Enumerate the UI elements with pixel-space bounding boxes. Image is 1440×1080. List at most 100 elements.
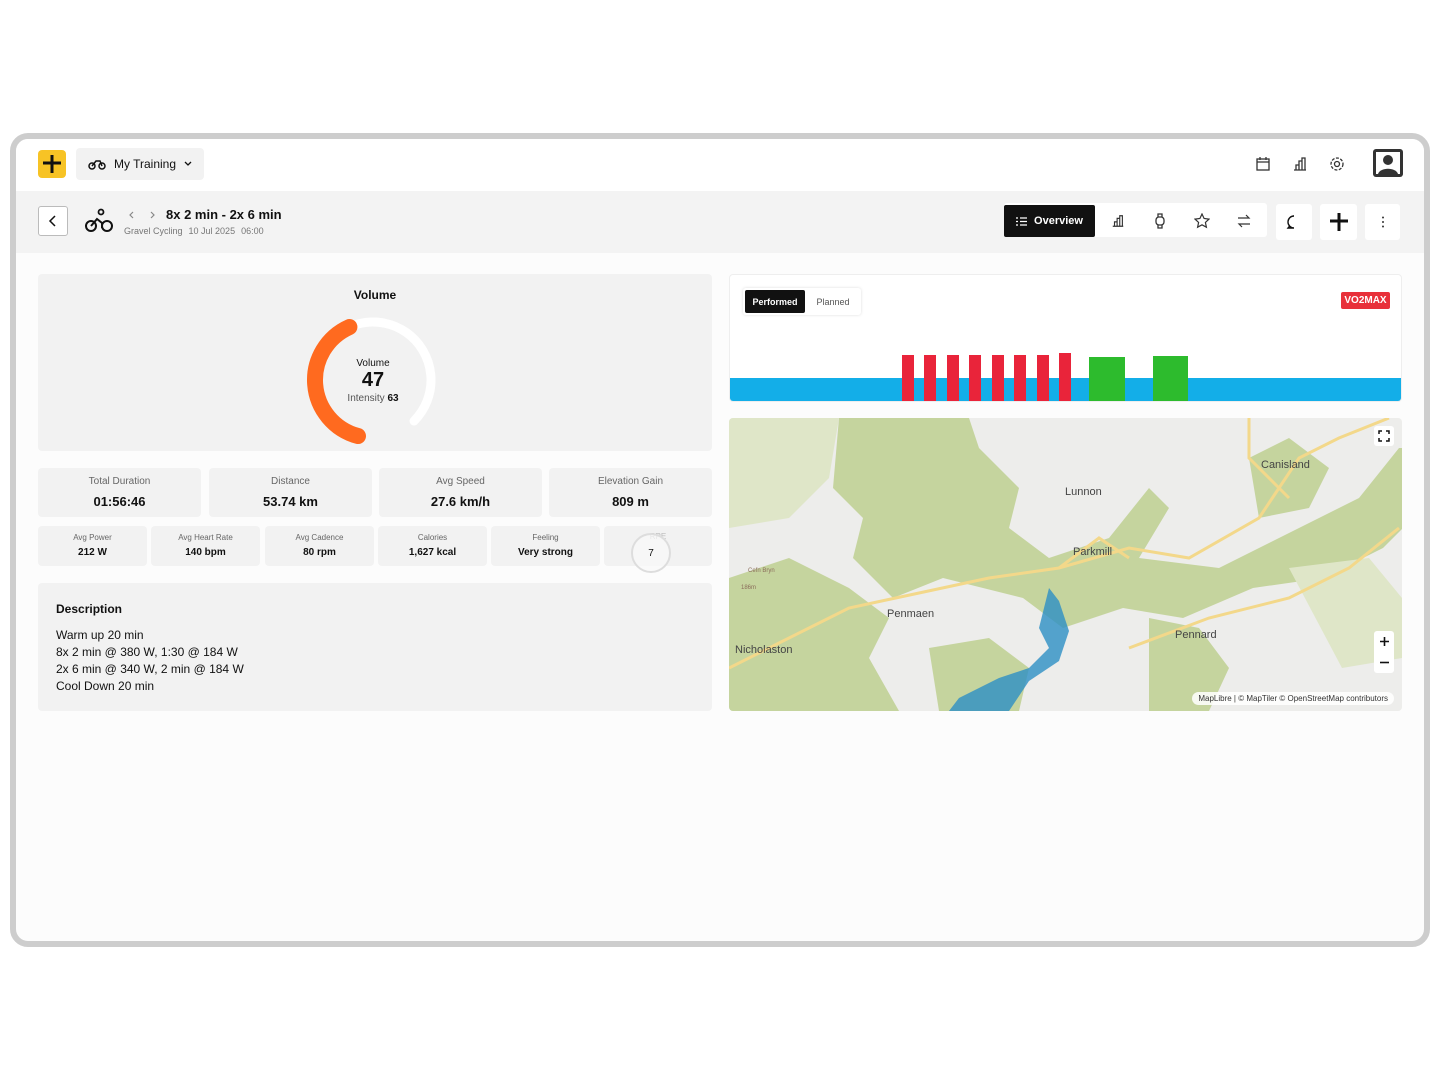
metric-value: 80 rpm (303, 547, 336, 558)
gauge-label: Volume (356, 358, 390, 369)
card-title: Volume (353, 288, 397, 302)
place-label: Cefn Bryn (748, 568, 775, 574)
place-label: Parkmill (1073, 546, 1113, 558)
settings-icon[interactable] (1329, 156, 1345, 172)
zoom-in[interactable] (1374, 631, 1394, 652)
zoom-controls (1374, 631, 1394, 673)
top-bar: My Training (16, 139, 1424, 191)
river (949, 588, 1069, 711)
training-menu[interactable]: My Training (76, 148, 204, 180)
fullscreen-icon (1378, 430, 1390, 442)
sport-icon (85, 208, 113, 232)
rpe-card: RPE7 (604, 526, 712, 573)
interval-bars (902, 353, 1071, 401)
metric-value: 53.74 km (263, 494, 318, 509)
performed-toggle[interactable]: Performed (745, 290, 805, 313)
rpe-value: 7 (648, 547, 654, 559)
tab-group: Overview (1004, 203, 1267, 237)
route-map[interactable]: Canisland Lunnon Parkmill Penmaen Pennard Nic… (729, 418, 1402, 711)
metric-value: 212 W (78, 547, 107, 558)
prev-activity[interactable] (128, 211, 136, 219)
device-tab[interactable] (1153, 213, 1167, 229)
minus-icon (1379, 661, 1389, 664)
logo-icon (43, 155, 61, 173)
sport: Gravel Cycling (124, 226, 183, 236)
description-body: Warm up 20 min 8x 2 min @ 380 W, 1:30 @ 1… (56, 627, 244, 695)
description-title: Description (56, 602, 123, 616)
stats-icon[interactable] (1292, 156, 1308, 172)
add-button[interactable] (1320, 204, 1357, 240)
place-label: Nicholaston (735, 644, 793, 656)
metric-value: 809 m (612, 494, 649, 509)
calendar-icon[interactable] (1255, 156, 1271, 172)
overview-tab[interactable]: Overview (1004, 205, 1095, 237)
volume-gauge (307, 317, 436, 445)
metric-label: Feeling (532, 533, 559, 542)
view-toggle: Performed Planned (743, 288, 861, 315)
comment-icon (1286, 215, 1295, 229)
place-label: Canisland (1261, 459, 1310, 471)
metric-label: Elevation Gain (597, 476, 664, 487)
description-line: 8x 2 min @ 380 W, 1:30 @ 184 W (56, 645, 238, 659)
metric-label: Avg Cadence (295, 533, 344, 542)
bike-icon (88, 160, 106, 170)
tab-label: Overview (1034, 215, 1083, 227)
zoom-out[interactable] (1374, 652, 1394, 673)
back-button[interactable] (38, 206, 68, 236)
metric-value: 27.6 km/h (430, 494, 491, 509)
fullscreen-button[interactable] (1374, 426, 1394, 446)
metric-label: Distance (271, 476, 310, 487)
comment-button[interactable] (1276, 204, 1312, 240)
activity-title: 8x 2 min - 2x 6 min (166, 207, 282, 222)
planned-toggle[interactable]: Planned (816, 296, 850, 307)
logo[interactable] (38, 150, 66, 178)
rpe-dial: 7 (631, 533, 671, 573)
activity-meta: Gravel Cycling 10 Jul 2025 06:00 (124, 226, 264, 236)
app-frame: My Training 8x 2 min - 2x 6 min Gravel C… (10, 133, 1430, 947)
map-attribution[interactable]: MapLibre | © MapTiler © OpenStreetMap co… (1192, 692, 1394, 705)
workout-profile (730, 353, 1401, 401)
intensity-label: Intensity (347, 393, 385, 404)
metric-value: 140 bpm (185, 547, 226, 558)
place-label: Pennard (1175, 629, 1217, 641)
intensity-value: 63 (387, 393, 399, 404)
metric-card: Elevation Gain 809 m (549, 468, 712, 517)
compare-tab[interactable] (1237, 214, 1251, 228)
map-tiles (729, 418, 1402, 711)
metric-card: Avg Heart Rate 140 bpm (151, 526, 260, 566)
intensity: Intensity 63 (328, 393, 418, 404)
metric-label: Calories (417, 533, 448, 542)
metric-value: 1,627 kcal (408, 547, 457, 558)
more-button[interactable] (1365, 204, 1400, 240)
place-label: Penmaen (887, 608, 935, 620)
favorite-tab[interactable] (1194, 213, 1210, 229)
chevron (184, 161, 192, 166)
metric-label: Avg Power (73, 533, 112, 542)
place-label: Lunnon (1065, 486, 1102, 498)
time: 06:00 (241, 226, 264, 236)
metric-label: Total Duration (88, 476, 151, 487)
metric-card: Calories 1,627 kcal (378, 526, 487, 566)
avatar[interactable] (1373, 149, 1403, 177)
metric-label: Avg Speed (436, 476, 485, 487)
plus-icon (1379, 637, 1389, 646)
avatar-icon (1376, 152, 1400, 174)
next-activity[interactable] (148, 211, 156, 219)
date: 10 Jul 2025 (188, 226, 236, 236)
list-icon (1016, 216, 1028, 226)
metric-card: Total Duration 01:56:46 (38, 468, 201, 517)
add-icon (1329, 213, 1348, 231)
menu-label: My Training (113, 157, 177, 171)
activity-header: 8x 2 min - 2x 6 min Gravel Cycling 10 Ju… (16, 191, 1424, 253)
place-label: 186m (741, 585, 757, 591)
description-line: 2x 6 min @ 340 W, 2 min @ 184 W (56, 662, 244, 676)
description-line: Cool Down 20 min (56, 679, 155, 693)
more-icon (1381, 216, 1384, 228)
metric-card: Avg Cadence 80 rpm (265, 526, 374, 566)
zone-badge: VO2MAX (1341, 292, 1390, 309)
analysis-tab[interactable] (1111, 214, 1125, 228)
metric-card: Avg Speed 27.6 km/h (379, 468, 542, 517)
metric-card: Avg Power 212 W (38, 526, 147, 566)
threshold-blocks (1089, 356, 1188, 401)
